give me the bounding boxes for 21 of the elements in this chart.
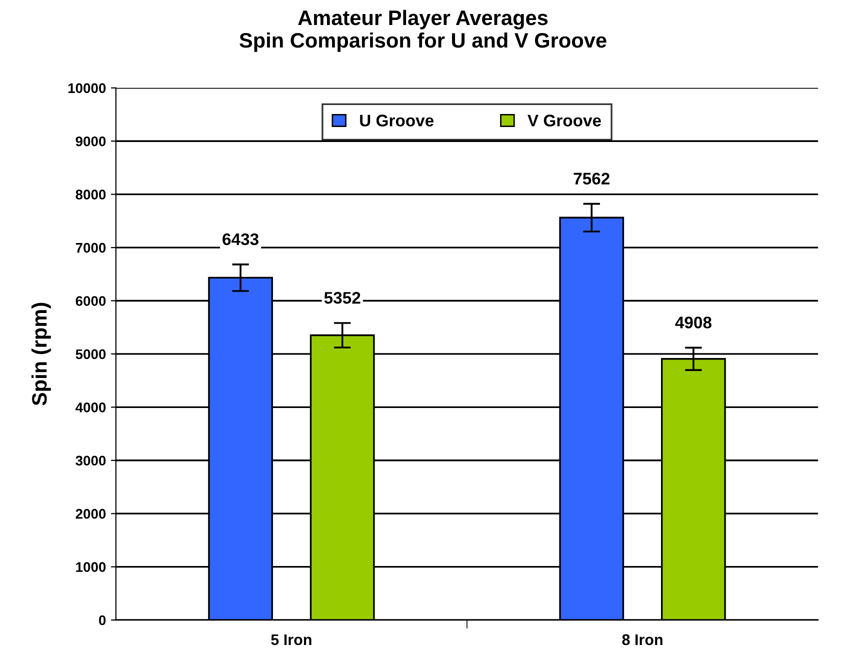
x-tick-label: 8 Iron	[622, 634, 662, 646]
y-tick-label: 4000	[75, 402, 106, 412]
y-tick-label: 3000	[76, 456, 106, 466]
legend-label: U Groove	[360, 114, 434, 126]
chart-title: Amateur Player Averages Spin Comparison for U and V Groove	[240, 10, 606, 52]
x-tick-label: 5 Iron	[271, 634, 312, 646]
y-tick-label: 9000	[76, 136, 106, 146]
y-axis-title: Spin (rpm)	[31, 302, 51, 406]
y-tick-label: 6000	[76, 296, 106, 306]
data-label: 6433	[222, 233, 258, 246]
y-tick-label: 5000	[76, 349, 106, 360]
data-label: 5352	[324, 292, 360, 304]
data-label: 7562	[574, 172, 610, 185]
y-tick-label: 8000	[76, 190, 106, 200]
y-tick-label: 10000	[68, 83, 106, 94]
y-tick-label: 0	[99, 615, 106, 626]
y-tick-label: 2000	[76, 508, 106, 519]
y-tick-label: 7000	[76, 242, 106, 253]
legend-label: V Groove	[528, 114, 601, 126]
data-label: 4908	[675, 316, 712, 328]
y-tick-label: 1000	[76, 562, 106, 572]
